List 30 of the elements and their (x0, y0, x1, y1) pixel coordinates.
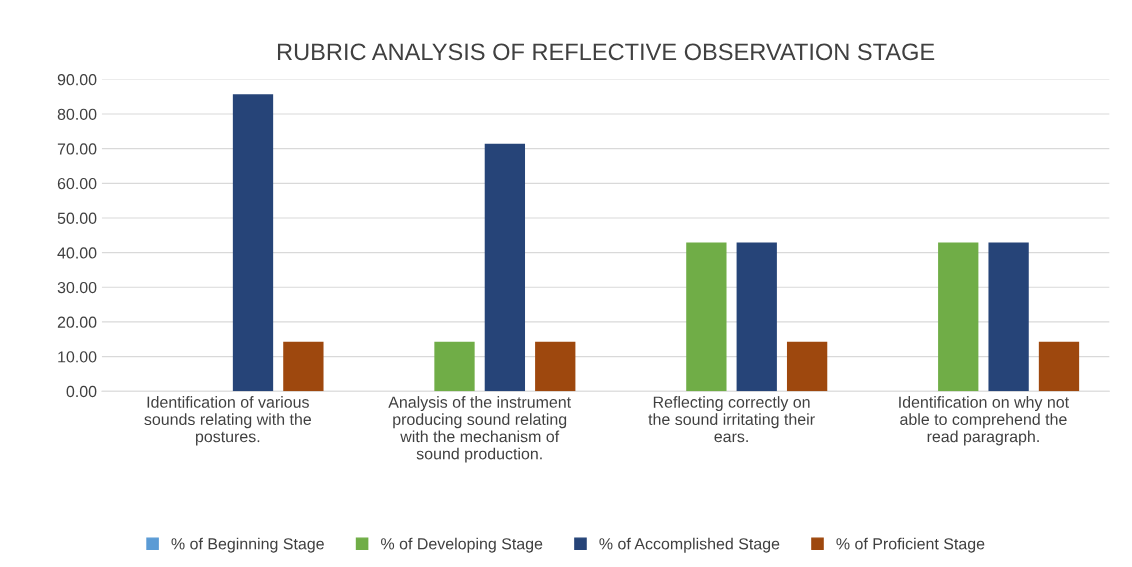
bar (988, 242, 1029, 392)
bar (1038, 341, 1080, 392)
y-tick-label: 60.00 (57, 177, 97, 190)
x-tick-label: Identification on why not able to comprehend the read paragraph. (899, 396, 1069, 446)
legend-label: % of Developing Stage (381, 537, 543, 553)
bar (232, 94, 274, 392)
bar (938, 242, 979, 392)
bar (686, 242, 727, 392)
x-tick-label: Reflecting correctly on the sound irritating their ears. (648, 396, 815, 443)
y-tick-label: 50.00 (57, 212, 97, 224)
y-tick-label: 20.00 (57, 316, 97, 328)
y-tick-label: 0.00 (66, 385, 97, 398)
bar (736, 242, 777, 392)
y-tick-label: 40.00 (57, 247, 97, 259)
bar (283, 341, 324, 392)
bar (434, 341, 475, 392)
bar (786, 341, 828, 392)
y-tick-label: 10.00 (58, 351, 97, 363)
chart-title: RUBRIC ANALYSIS OF REFLECTIVE OBSERVATION STAGE (277, 43, 935, 61)
bar (535, 341, 576, 392)
x-tick-label: Identification of various sounds relating with the postures. (144, 396, 312, 446)
legend-label: % of Proficient Stage (836, 537, 985, 553)
x-tick-label: Analysis of the instrument producing sound relating with the mechanism of sound production. (388, 396, 572, 463)
bar (484, 143, 526, 392)
legend-label: % of Beginning Stage (171, 537, 324, 553)
y-tick-label: 80.00 (57, 108, 97, 120)
y-tick-label: 90.00 (57, 74, 97, 86)
legend-label: % of Accomplished Stage (599, 537, 780, 553)
y-tick-label: 30.00 (57, 281, 97, 294)
y-tick-label: 70.00 (57, 143, 97, 155)
